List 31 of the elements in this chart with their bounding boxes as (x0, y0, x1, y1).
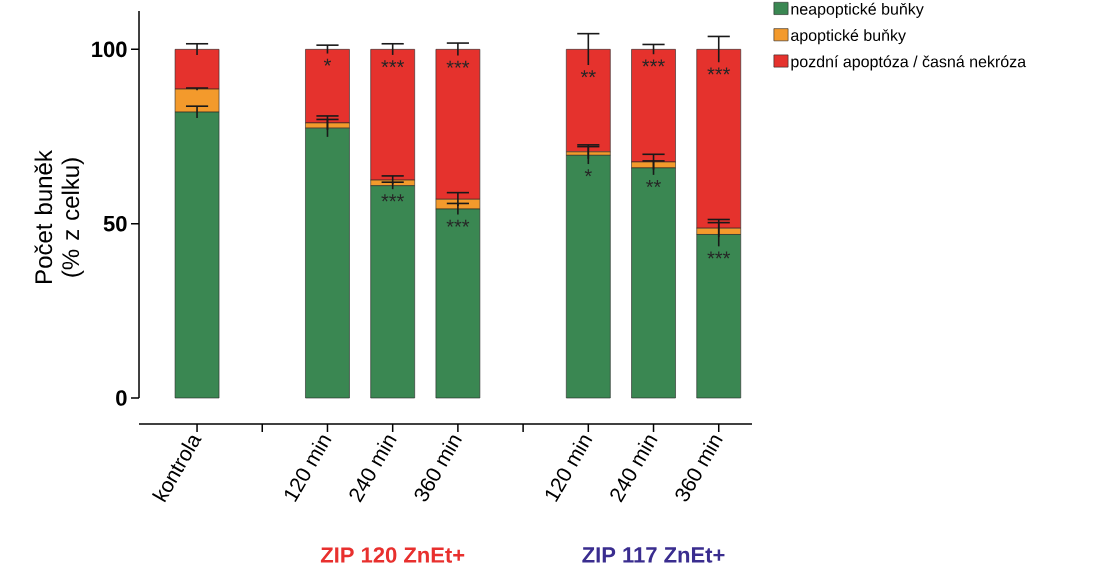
data-label: ** (646, 180, 661, 188)
x-tick-label: 120 min (545, 435, 593, 503)
legend-label: apoptické buňky (791, 29, 906, 45)
data-label: *** (446, 60, 470, 68)
y-tick-label: 0 (116, 390, 127, 406)
bar (305, 49, 350, 124)
bar (631, 49, 676, 163)
y-tick-label: 50 (103, 215, 127, 232)
x-tick-label: 120 min (285, 435, 332, 503)
text: ZIP 117 ZnEt+ (582, 547, 725, 563)
bar (566, 49, 611, 153)
data-label: * (323, 58, 332, 66)
bar (566, 155, 611, 399)
data-label: * (584, 169, 592, 177)
bar (370, 49, 415, 181)
y-tick-label: 100 (92, 41, 127, 58)
y-axis-title: Počet buněk (% z celku) (34, 150, 84, 283)
legend-label: neapoptické buňky (791, 2, 924, 18)
data-label: *** (446, 219, 470, 227)
data-label: *** (707, 67, 731, 75)
text: ZIP 120 ZnEt+ (320, 547, 465, 563)
x-tick-label: 240 min (349, 435, 397, 503)
data-label: *** (642, 59, 665, 67)
x-tick-label: 360 min (414, 435, 462, 502)
data-label: *** (381, 60, 405, 68)
data-label: ** (580, 70, 596, 78)
x-tick-label: 240 min (610, 435, 658, 503)
x-tick-label: 360 min (675, 435, 723, 502)
data-label: *** (707, 251, 731, 259)
data-label: *** (381, 194, 405, 202)
legend-label: pozdní apoptóza / časná nekróza (791, 55, 1027, 71)
